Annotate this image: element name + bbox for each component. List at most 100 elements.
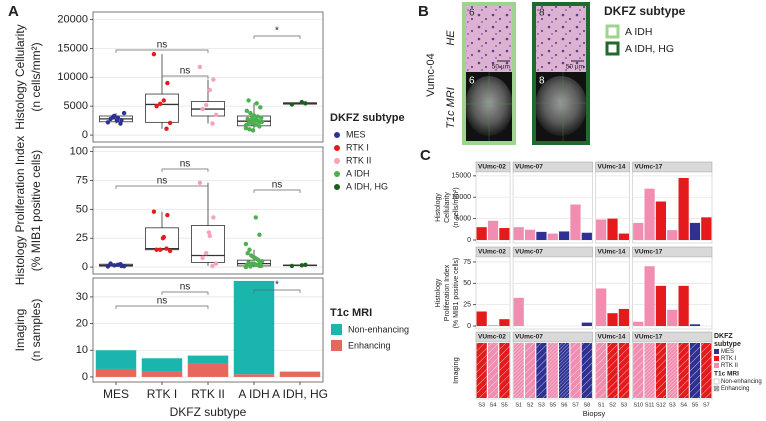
facet-label: VUmc-17 xyxy=(635,164,663,171)
legend-label: A IDH, HG xyxy=(346,181,388,191)
x-tick-label: RTK II xyxy=(191,387,225,401)
legend-key xyxy=(331,340,342,351)
legend-label: A IDH xyxy=(346,168,370,178)
facet-label: VUmc-14 xyxy=(598,164,626,171)
significance-label: ns xyxy=(272,180,283,191)
significance-bracket xyxy=(115,49,209,53)
data-point xyxy=(213,112,219,118)
panel-letter: B xyxy=(418,3,429,20)
data-point xyxy=(160,236,166,241)
legend-title: DKFZ xyxy=(714,333,733,340)
bar xyxy=(655,201,667,241)
data-point xyxy=(121,263,127,269)
legend-title: DKFZ subtype xyxy=(330,112,405,124)
y-tick-label: 0 xyxy=(82,261,88,273)
data-point xyxy=(114,118,120,123)
data-point xyxy=(118,121,123,126)
plot-border xyxy=(92,11,324,143)
bar xyxy=(689,222,701,241)
data-point xyxy=(289,263,295,269)
data-point xyxy=(165,212,170,218)
legend-label: RTK I xyxy=(721,356,737,362)
y-tick-label: 25 xyxy=(76,232,88,244)
legend-title: T1c MRI xyxy=(330,307,372,319)
x-tick-label: S1 xyxy=(598,402,605,408)
image-column: 6 6 50 µm xyxy=(462,2,516,145)
significance-label: ns xyxy=(157,296,168,307)
data-point xyxy=(250,254,256,259)
panel-b: Vumc-04 HE T1c MRI 6 6 50 µm 8 8 50 µm xyxy=(425,2,686,145)
data-point xyxy=(105,264,111,269)
data-point xyxy=(244,262,249,267)
x-axis-label: DKFZ subtype xyxy=(170,405,247,419)
legend-label: A IDH, HG xyxy=(625,43,674,55)
legend-label: Enhancing xyxy=(721,386,749,392)
data-point xyxy=(253,122,258,127)
bar-segment xyxy=(187,363,229,377)
facet-label: VUmc-07 xyxy=(515,334,543,341)
x-tick-label: S3 xyxy=(478,402,485,408)
bar xyxy=(678,285,689,327)
y-tick-label: 15000 xyxy=(57,42,88,54)
bar-segment xyxy=(141,371,183,377)
data-point xyxy=(250,121,255,126)
x-tick-label: S3 xyxy=(538,402,545,408)
y-tick-label: 75 xyxy=(463,259,471,266)
y-tick-label: 10 xyxy=(76,344,88,356)
y-axis-label: (% MIB1 positive cells) xyxy=(453,258,460,329)
facet-label: VUmc-17 xyxy=(635,334,663,341)
mri-brain xyxy=(535,76,587,136)
data-point xyxy=(121,110,127,116)
data-point xyxy=(204,102,209,108)
y-tick-label: 5000 xyxy=(455,215,471,222)
bar xyxy=(618,233,629,241)
legend-label: RTK II xyxy=(721,363,738,369)
x-tick-label: RTK I xyxy=(147,387,177,401)
significance-bracket xyxy=(161,291,209,295)
significance-label: ns xyxy=(157,40,168,51)
y-axis-label: Histology Proliferation Index xyxy=(13,136,27,285)
x-tick-label: S8 xyxy=(583,402,590,408)
legend-key xyxy=(714,356,719,361)
data-point xyxy=(251,261,257,266)
data-point xyxy=(210,263,215,269)
facet-label: VUmc-07 xyxy=(515,164,543,171)
imaging-hatch xyxy=(487,343,499,398)
bar xyxy=(547,233,558,241)
data-point xyxy=(243,241,249,247)
data-point xyxy=(161,98,166,103)
box xyxy=(145,93,179,123)
data-point xyxy=(165,80,170,86)
x-tick-label: S7 xyxy=(703,402,710,408)
bar xyxy=(487,325,499,327)
bar xyxy=(667,309,678,327)
y-tick-label: 75 xyxy=(76,174,88,186)
bar xyxy=(513,297,524,327)
legend-label: A IDH xyxy=(625,26,652,38)
legend-label: Enhancing xyxy=(348,340,391,350)
data-point xyxy=(243,123,249,128)
biopsy-number: 8 xyxy=(539,8,545,19)
x-tick-label: S3 xyxy=(669,402,676,408)
data-point xyxy=(211,77,216,82)
data-point xyxy=(154,103,159,109)
y-tick-label: 25 xyxy=(463,302,471,309)
patient-label: Vumc-04 xyxy=(425,53,437,97)
y-tick-label: 0 xyxy=(82,371,88,383)
imaging-hatch xyxy=(618,343,629,398)
imaging-hatch xyxy=(499,343,510,398)
data-point xyxy=(118,261,123,267)
facet-label: VUmc-02 xyxy=(478,334,506,341)
bar xyxy=(499,228,510,241)
data-point xyxy=(248,264,253,269)
data-point xyxy=(303,262,308,267)
data-point xyxy=(167,248,173,254)
bar xyxy=(607,218,618,241)
bar xyxy=(644,188,655,241)
data-point xyxy=(257,232,262,237)
y-tick-label: 50 xyxy=(76,203,88,215)
data-point xyxy=(158,101,163,107)
legend-key xyxy=(714,349,719,354)
data-point xyxy=(250,128,256,133)
x-tick-label: S1 xyxy=(515,402,522,408)
